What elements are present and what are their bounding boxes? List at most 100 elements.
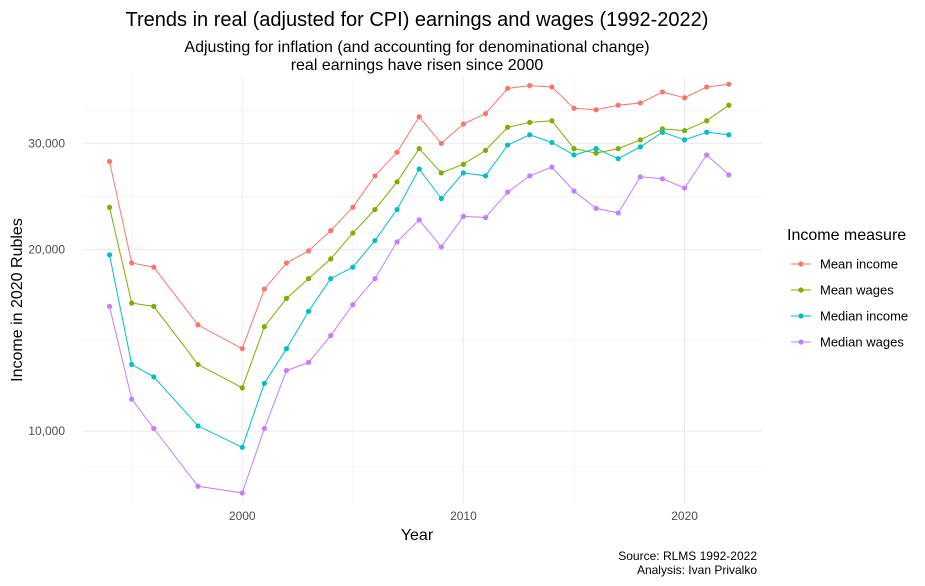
data-point — [460, 170, 467, 176]
y-tick-label: 30,000 — [28, 136, 65, 150]
data-point — [482, 111, 489, 117]
x-axis-ticks: 2000 2010 2020 — [229, 509, 698, 523]
caption-source: Source: RLMS 1992-2022 — [618, 549, 757, 563]
data-point — [350, 204, 356, 210]
legend-label: Median income — [820, 309, 908, 324]
data-point — [637, 100, 643, 106]
data-point — [305, 248, 312, 254]
data-point — [505, 142, 511, 148]
data-point — [549, 164, 555, 170]
data-point — [659, 129, 666, 135]
x-tick-label: 2000 — [229, 509, 256, 523]
data-point — [726, 172, 732, 178]
grid — [83, 78, 762, 503]
data-point — [305, 276, 312, 282]
data-point — [659, 89, 666, 95]
data-point — [593, 150, 599, 156]
data-point — [482, 147, 489, 154]
data-point — [239, 385, 245, 391]
data-point — [106, 303, 113, 309]
data-point — [571, 152, 577, 158]
data-point — [438, 140, 444, 146]
data-point — [261, 286, 267, 292]
data-point — [438, 170, 444, 176]
data-point — [571, 105, 577, 111]
data-point — [637, 174, 643, 180]
data-point — [328, 228, 334, 234]
data-point — [438, 195, 444, 202]
data-point — [637, 144, 643, 150]
data-point — [129, 260, 135, 266]
data-point — [659, 176, 666, 182]
data-point — [350, 230, 356, 236]
data-point — [704, 129, 710, 135]
data-point — [615, 156, 621, 162]
data-point — [482, 173, 489, 179]
legend-item: Mean income — [791, 257, 898, 272]
caption-analysis: Analysis: Ivan Privalko — [637, 563, 757, 577]
legend-label: Median wages — [820, 335, 904, 350]
chart-subtitle-line-1: Adjusting for inflation (and accounting … — [184, 39, 649, 56]
data-point — [283, 346, 290, 352]
data-point — [460, 121, 467, 127]
y-tick-label: 10,000 — [28, 424, 65, 438]
data-point — [615, 102, 621, 108]
data-point — [460, 213, 467, 219]
legend-key-point — [798, 287, 804, 293]
series-line — [109, 83, 729, 350]
data-point — [593, 205, 599, 212]
data-point — [704, 118, 710, 124]
series-layer — [106, 81, 732, 496]
data-point — [283, 295, 290, 301]
data-point — [615, 146, 621, 152]
data-point — [726, 132, 732, 138]
data-point — [151, 264, 157, 270]
data-point — [372, 173, 378, 179]
data-point — [681, 137, 688, 143]
data-point — [129, 300, 135, 306]
legend-key-point — [798, 261, 804, 267]
data-point — [328, 276, 334, 282]
data-point — [549, 118, 555, 124]
series-line — [109, 131, 729, 448]
data-point — [151, 303, 157, 309]
data-point — [328, 332, 334, 339]
data-point — [372, 276, 378, 282]
data-point — [394, 179, 400, 185]
data-point — [151, 425, 157, 432]
data-point — [283, 367, 290, 374]
data-point — [195, 483, 201, 489]
data-point — [195, 423, 201, 429]
data-point — [239, 444, 245, 450]
data-point — [106, 204, 113, 210]
y-axis-title: Income in 2020 Rubles — [9, 218, 26, 382]
legend-label: Mean income — [820, 257, 898, 272]
series-median-wages — [106, 152, 732, 496]
series-mean-income — [106, 81, 732, 352]
data-point — [549, 139, 555, 146]
data-point — [704, 152, 710, 158]
y-axis-ticks: 10,000 20,000 30,000 — [28, 136, 65, 438]
data-point — [350, 302, 356, 308]
data-point — [394, 239, 400, 245]
data-point — [394, 206, 400, 213]
data-point — [438, 244, 444, 250]
data-point — [328, 256, 334, 262]
chart-title: Trends in real (adjusted for CPI) earnin… — [126, 9, 709, 31]
data-point — [416, 114, 422, 120]
legend-label: Mean wages — [820, 283, 894, 298]
chart-subtitle-line-2: real earnings have risen since 2000 — [291, 57, 544, 74]
data-point — [106, 158, 113, 165]
legend-key-point — [798, 313, 804, 319]
data-point — [195, 322, 201, 328]
data-point — [372, 237, 378, 244]
data-point — [593, 107, 599, 113]
y-tick-label: 20,000 — [28, 243, 65, 257]
data-point — [460, 161, 467, 167]
data-point — [726, 102, 732, 108]
data-point — [681, 95, 688, 101]
data-point — [151, 374, 157, 380]
data-point — [106, 252, 113, 258]
data-point — [129, 361, 135, 368]
series-line — [109, 154, 730, 494]
